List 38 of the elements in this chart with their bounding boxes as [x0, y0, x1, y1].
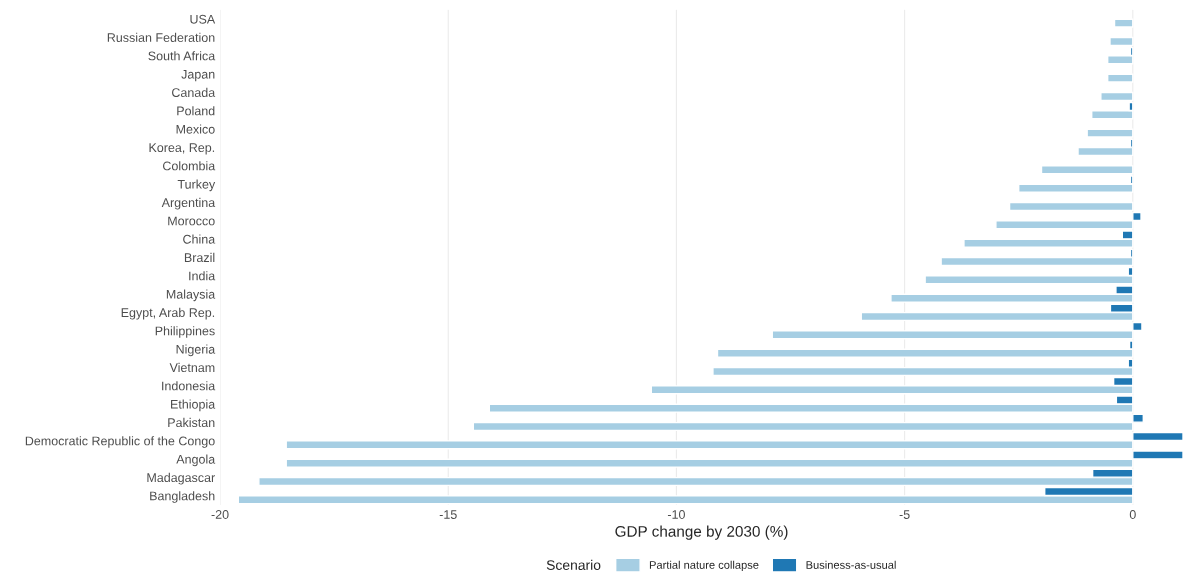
legend-label: Partial nature collapse — [649, 560, 759, 572]
x-tick-label: -5 — [899, 510, 910, 519]
y-tick-label: Egypt, Arab Rep. — [121, 307, 215, 320]
y-tick-label: Brazil — [184, 252, 215, 263]
y-tick-label: Ethiopia — [171, 399, 216, 412]
y-tick-label: Malaysia — [166, 289, 216, 302]
y-tick-label: Argentina — [161, 197, 216, 210]
legend-label: Business-as-usual — [806, 560, 896, 569]
y-tick-label: Vietnam — [169, 362, 215, 373]
y-tick-label: India — [189, 271, 216, 281]
y-tick-label: Russian Federation — [107, 32, 215, 42]
x-tick-label: -15 — [439, 510, 457, 519]
x-tick-label: 0 — [1129, 510, 1136, 519]
x-tick-label: -10 — [667, 510, 685, 519]
y-tick-label: Canada — [172, 87, 216, 97]
y-tick-label: USA — [190, 14, 216, 24]
y-tick-label: Madagascar — [147, 472, 215, 485]
y-tick-label: Mexico — [176, 124, 215, 134]
y-tick-label: Indonesia — [162, 381, 216, 391]
legend-title: Scenario — [546, 559, 601, 570]
y-tick-label: Pakistan — [168, 417, 215, 428]
y-tick-label: Morocco — [168, 216, 215, 226]
y-tick-label: South Africa — [148, 51, 216, 61]
bar — [1113, 18, 1134, 28]
y-tick-label: Poland — [177, 106, 215, 116]
y-tick-label: China — [183, 234, 216, 244]
bar — [1107, 73, 1134, 83]
x-tick-label: -20 — [211, 510, 229, 519]
y-tick-label: Nigeria — [176, 344, 216, 357]
y-tick-label: Philippines — [155, 326, 215, 338]
y-tick-label: Colombia — [163, 161, 216, 171]
y-tick-label: Angola — [176, 454, 216, 467]
y-tick-label: Democratic Republic of the Congo — [25, 436, 215, 448]
y-tick-label: Turkey — [177, 179, 216, 192]
x-axis-title: GDP change by 2030 (%) — [615, 525, 788, 540]
y-tick-label: Korea, Rep. — [149, 143, 215, 155]
y-tick-label: Japan — [181, 69, 215, 82]
y-tick-label: Bangladesh — [150, 491, 215, 503]
